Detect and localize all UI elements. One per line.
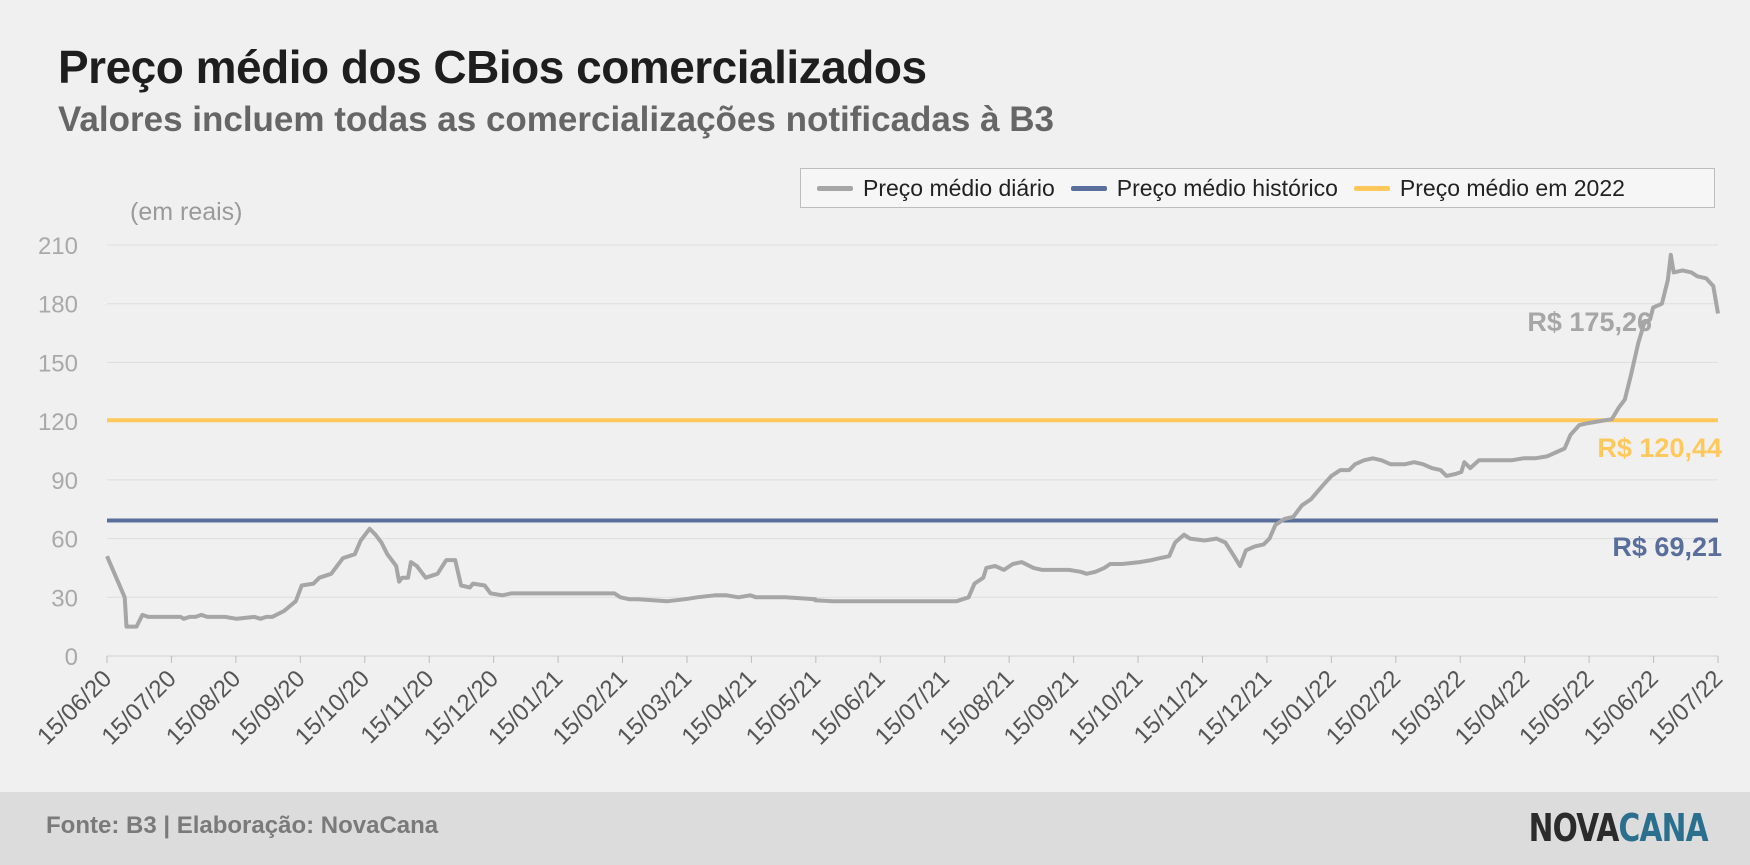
legend-item-daily: Preço médio diário (817, 175, 1055, 202)
y-tick-label: 120 (38, 409, 78, 436)
y-tick-label: 210 (38, 233, 78, 260)
chart-title: Preço médio dos CBios comercializados (58, 41, 927, 93)
footer: Fonte: B3 | Elaboração: NovaCana NOVACAN… (0, 792, 1750, 865)
y-tick-label: 0 (65, 644, 78, 671)
legend-label-2022: Preço médio em 2022 (1399, 174, 1625, 201)
logo-part-2: CANA (1618, 806, 1709, 850)
source-note: Fonte: B3 | Elaboração: NovaCana (46, 812, 439, 839)
logo-part-1: NOVA (1528, 806, 1620, 850)
y-axis-unit-label: (em reais) (130, 198, 243, 226)
y-tick-label: 180 (38, 292, 78, 319)
novacana-logo: NOVACANA (1528, 806, 1709, 850)
line-chart: 030609012015018021015/06/2015/07/2015/08… (32, 233, 1728, 750)
legend-swatch-daily (817, 185, 853, 191)
y-tick-label: 60 (51, 527, 78, 554)
last-daily-value-label: R$ 175,26 (1527, 307, 1652, 337)
legend-item-historic: Preço médio histórico (1070, 174, 1338, 202)
legend-swatch-historic (1070, 185, 1107, 191)
legend-label-daily: Preço médio diário (863, 174, 1055, 201)
chart-subtitle: Valores incluem todas as comercializaçõe… (58, 100, 1054, 139)
y-tick-label: 150 (38, 350, 78, 377)
legend-label-historic: Preço médio histórico (1116, 174, 1338, 201)
daily-price-line (105, 252, 1720, 629)
legend-item-2022: Preço médio em 2022 (1353, 174, 1625, 202)
historic-average-label: R$ 69,21 (1612, 532, 1722, 562)
chart-legend: Preço médio diário Preço médio histórico… (800, 168, 1715, 208)
year-2022-average-label: R$ 120,44 (1597, 433, 1722, 463)
y-tick-label: 90 (51, 468, 78, 495)
y-tick-label: 30 (51, 585, 78, 612)
legend-swatch-2022 (1353, 185, 1390, 191)
